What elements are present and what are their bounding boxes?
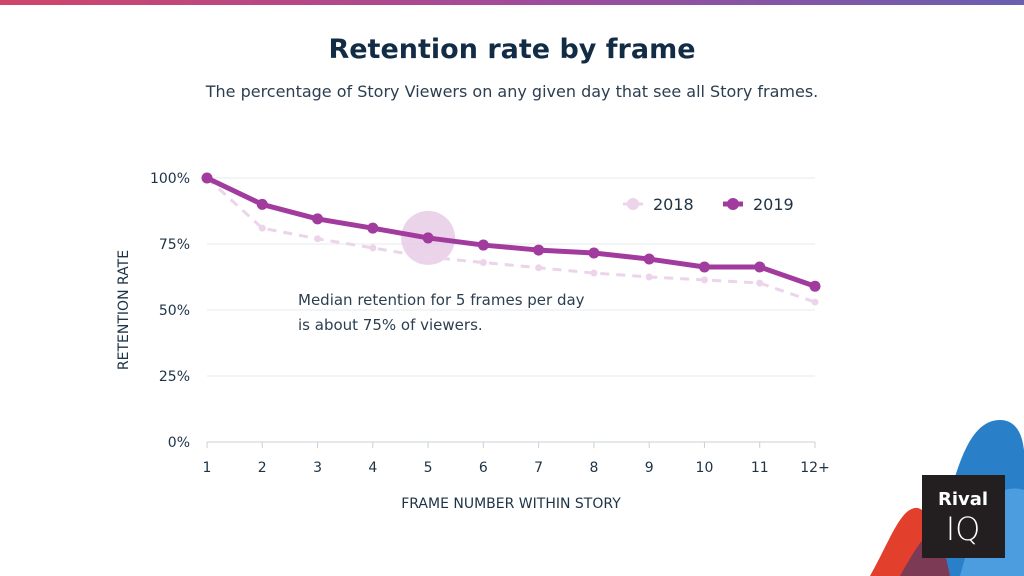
chart-title: Retention rate by frame: [328, 34, 696, 65]
legend-marker-2019: [727, 198, 739, 210]
data-point-2019: [312, 213, 324, 225]
data-point-2019: [533, 244, 545, 256]
data-point-2019: [422, 232, 434, 244]
x-tick-label: 4: [368, 460, 377, 476]
data-point-2018: [590, 269, 598, 277]
x-tick-label: 5: [424, 460, 433, 476]
x-axis-label: FRAME NUMBER WITHIN STORY: [401, 496, 621, 512]
series-line-2018: [205, 176, 816, 304]
x-tick-label: 1: [203, 460, 212, 476]
annotation-line-1: Median retention for 5 frames per day: [298, 291, 585, 309]
legend-label-2019: 2019: [753, 195, 794, 214]
x-tick-label: 2: [258, 460, 267, 476]
data-point-2019: [698, 261, 710, 273]
x-tick-label: 8: [589, 460, 598, 476]
svg-text:IQ: IQ: [946, 510, 981, 548]
data-point-2018: [424, 253, 432, 261]
data-point-2019: [588, 247, 600, 259]
data-point-2019: [754, 261, 766, 273]
data-point-2018: [369, 244, 377, 252]
data-point-2018: [756, 279, 764, 287]
x-tick-label: 3: [313, 460, 322, 476]
data-point-2018: [700, 276, 708, 284]
y-tick-label: 0%: [168, 435, 190, 451]
data-point-2018: [811, 298, 819, 306]
y-tick-label: 50%: [159, 303, 190, 319]
y-tick-label: 25%: [159, 369, 190, 385]
x-tick-label: 10: [696, 460, 714, 476]
legend-label-2018: 2018: [653, 195, 694, 214]
data-point-2019: [201, 172, 213, 184]
data-point-2019: [477, 239, 489, 251]
legend-marker-2018: [627, 198, 639, 210]
x-tick-label: 7: [534, 460, 543, 476]
data-point-2018: [479, 258, 487, 266]
data-point-2019: [256, 198, 268, 210]
y-tick-label: 100%: [150, 171, 190, 187]
y-tick-label: 75%: [159, 237, 190, 253]
series-line-2019: [205, 175, 816, 289]
data-point-2019: [809, 280, 821, 292]
data-point-2018: [314, 235, 322, 243]
rival-iq-logo: Rival IQ: [870, 420, 1024, 576]
x-tick-label: 11: [751, 460, 769, 476]
data-point-2019: [367, 222, 379, 234]
top-accent-bar: [0, 0, 1024, 5]
data-point-2018: [645, 273, 653, 281]
x-tick-label: 9: [645, 460, 654, 476]
data-point-2018: [535, 264, 543, 272]
y-axis-label: RETENTION RATE: [116, 250, 132, 370]
data-point-2019: [643, 253, 655, 265]
x-tick-label: 12+: [800, 460, 830, 476]
annotation-line-2: is about 75% of viewers.: [298, 316, 483, 334]
data-point-2018: [258, 224, 266, 232]
svg-text:Rival: Rival: [938, 489, 988, 510]
chart-subtitle: The percentage of Story Viewers on any g…: [205, 82, 819, 101]
x-tick-label: 6: [479, 460, 488, 476]
